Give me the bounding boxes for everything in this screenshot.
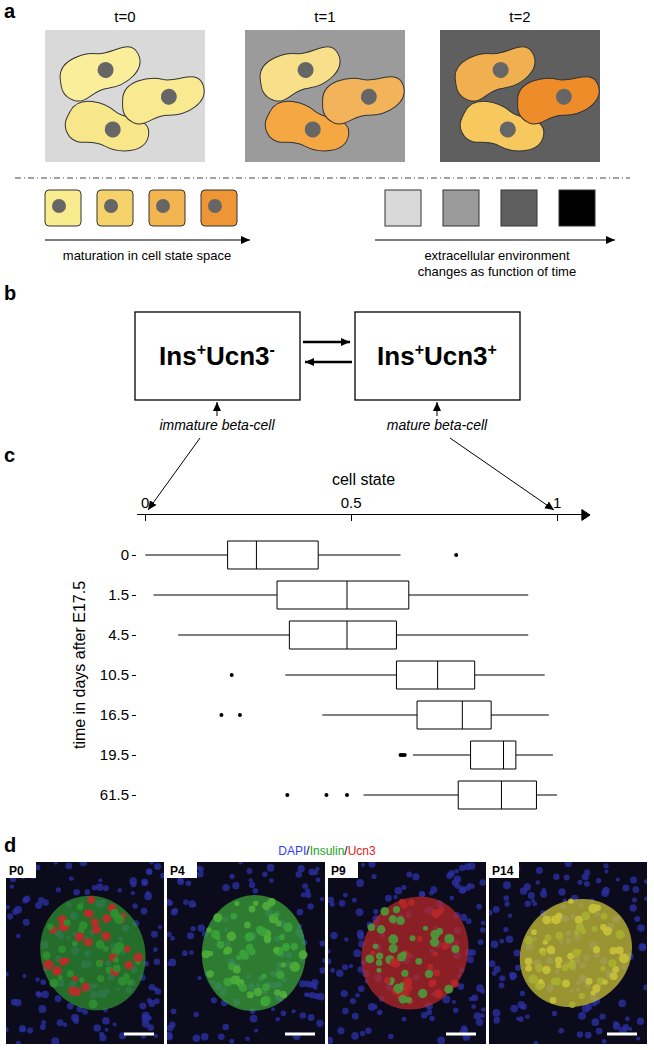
svg-text:Ins+​Ucn3-​: Ins+​Ucn3-​ (159, 341, 275, 371)
svg-text:immature beta-cell: immature beta-cell (159, 417, 275, 433)
svg-text:10.5: 10.5 (100, 666, 129, 683)
svg-text:1.5: 1.5 (108, 586, 129, 603)
svg-text:time in days after E17.5: time in days after E17.5 (71, 581, 88, 749)
svg-text:4.5: 4.5 (108, 626, 129, 643)
svg-text:maturation in cell state space: maturation in cell state space (63, 248, 231, 263)
svg-text:a: a (4, 0, 16, 22)
svg-text:cell state: cell state (332, 471, 395, 488)
svg-text:c: c (4, 444, 15, 466)
svg-text:61.5: 61.5 (100, 786, 129, 803)
svg-text:t=2: t=2 (509, 8, 530, 25)
svg-text:DAPI/Insulin/Ucn3: DAPI/Insulin/Ucn3 (278, 844, 376, 858)
svg-text:t=0: t=0 (114, 8, 135, 25)
svg-text:d: d (4, 834, 16, 856)
svg-text:P9: P9 (331, 864, 346, 878)
svg-text:16.5: 16.5 (100, 706, 129, 723)
svg-text:1: 1 (553, 494, 561, 511)
svg-text:P0: P0 (9, 864, 24, 878)
svg-text:b: b (4, 282, 16, 304)
svg-text:0.5: 0.5 (341, 494, 362, 511)
svg-text:t=1: t=1 (314, 8, 335, 25)
svg-text:changes as function of time: changes as function of time (418, 264, 576, 279)
svg-text:0: 0 (121, 546, 129, 563)
svg-text:0: 0 (141, 494, 149, 511)
svg-text:19.5: 19.5 (100, 746, 129, 763)
svg-text:P14: P14 (492, 864, 514, 878)
svg-text:extracellular environment: extracellular environment (424, 248, 570, 263)
svg-text:mature beta-cell: mature beta-cell (387, 417, 488, 433)
svg-text:Ins+​Ucn3+​: Ins+​Ucn3+​ (377, 341, 497, 371)
svg-text:P4: P4 (170, 864, 185, 878)
